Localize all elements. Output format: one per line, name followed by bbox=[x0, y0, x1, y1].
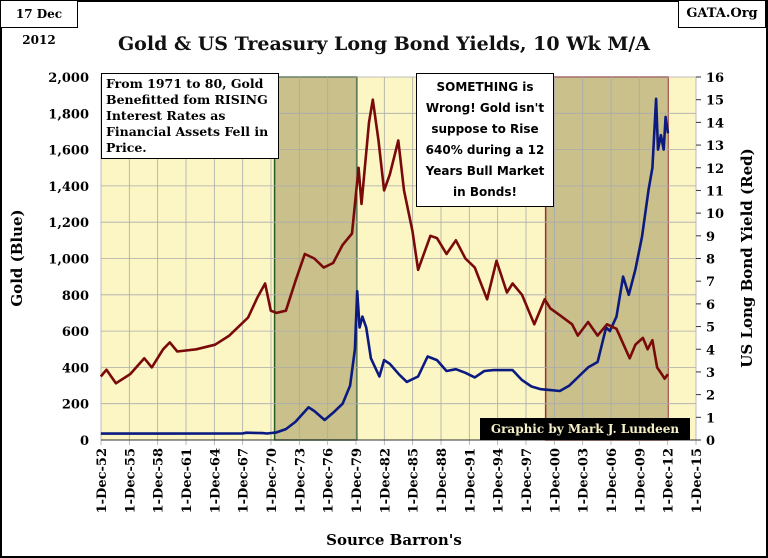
y-tick-label-right: 9 bbox=[706, 230, 715, 245]
y-tick-label-left: 400 bbox=[62, 361, 89, 376]
y-tick-label-right: 4 bbox=[706, 343, 715, 358]
date-label: 17 Dec 2012 bbox=[0, 0, 78, 47]
x-tick-label: 1-Dec-91 bbox=[463, 448, 478, 513]
y-tick-label-left: 1,600 bbox=[48, 144, 89, 159]
y-tick-label-left: 1,000 bbox=[48, 253, 89, 268]
x-tick-label: 1-Dec-15 bbox=[690, 448, 705, 513]
y-tick-label-right: 1 bbox=[706, 411, 715, 426]
y-tick-label-right: 0 bbox=[706, 434, 715, 449]
annotation-left: From 1971 to 80, Gold Benefitted fom RIS… bbox=[101, 73, 279, 159]
credit-label: Graphic by Mark J. Lundeen bbox=[480, 418, 690, 440]
x-tick-label: 1-Dec-79 bbox=[350, 448, 365, 513]
y-axis-label-left: Gold (Blue) bbox=[8, 209, 26, 306]
y-tick-label-right: 16 bbox=[706, 71, 724, 86]
x-tick-label: 1-Dec-88 bbox=[435, 448, 450, 513]
y-tick-label-left: 1,200 bbox=[48, 216, 89, 231]
y-tick-label-right: 11 bbox=[706, 184, 724, 199]
x-tick-label: 1-Dec-67 bbox=[237, 448, 252, 513]
x-tick-label: 1-Dec-73 bbox=[293, 448, 308, 513]
y-tick-label-right: 13 bbox=[706, 139, 724, 154]
y-axis-label-right: US Long Bond Yield (Red) bbox=[738, 148, 756, 367]
x-tick-label: 1-Dec-70 bbox=[265, 448, 280, 513]
x-axis-label: Source Barron's bbox=[326, 531, 462, 549]
x-tick-label: 1-Dec-61 bbox=[180, 448, 195, 513]
gold-price-line bbox=[100, 97, 670, 435]
x-tick-label: 1-Dec-12 bbox=[662, 448, 677, 513]
x-tick-label: 1-Dec-58 bbox=[152, 448, 167, 513]
bond-yield-line bbox=[99, 98, 670, 385]
y-tick-label-right: 3 bbox=[706, 366, 715, 381]
y-tick-label-left: 1,400 bbox=[48, 180, 89, 195]
x-tick-label: 1-Dec-55 bbox=[123, 448, 138, 513]
y-tick-label-right: 5 bbox=[706, 321, 715, 336]
x-tick-label: 1-Dec-06 bbox=[605, 448, 620, 513]
y-tick-label-right: 8 bbox=[706, 253, 715, 268]
x-tick-label: 1-Dec-09 bbox=[633, 448, 648, 513]
y-tick-label-right: 12 bbox=[706, 162, 724, 177]
x-tick-label: 1-Dec-03 bbox=[577, 448, 592, 513]
annotation-right: SOMETHING is Wrong! Gold isn't suppose t… bbox=[416, 73, 554, 207]
y-tick-label-right: 10 bbox=[706, 207, 724, 222]
y-tick-label-left: 1,800 bbox=[48, 107, 89, 122]
y-tick-label-left: 600 bbox=[62, 325, 89, 340]
x-tick-label: 1-Dec-64 bbox=[208, 448, 223, 513]
x-tick-label: 1-Dec-97 bbox=[520, 448, 535, 513]
y-tick-label-left: 0 bbox=[80, 434, 89, 449]
source-label: GATA.Org bbox=[678, 0, 766, 28]
y-tick-label-right: 6 bbox=[706, 298, 715, 313]
y-tick-label-right: 15 bbox=[706, 94, 724, 109]
x-tick-label: 1-Dec-00 bbox=[548, 448, 563, 513]
y-tick-label-right: 14 bbox=[706, 116, 724, 131]
x-tick-label: 1-Dec-52 bbox=[95, 448, 110, 513]
y-tick-label-right: 2 bbox=[706, 389, 715, 404]
x-tick-label: 1-Dec-76 bbox=[322, 448, 337, 513]
y-tick-label-left: 2,000 bbox=[48, 71, 89, 86]
chart-title: Gold & US Treasury Long Bond Yields, 10 … bbox=[118, 33, 650, 55]
y-tick-label-left: 200 bbox=[62, 398, 89, 413]
x-tick-label: 1-Dec-94 bbox=[492, 448, 507, 513]
x-tick-label: 1-Dec-85 bbox=[407, 448, 422, 513]
y-tick-label-left: 800 bbox=[62, 289, 89, 304]
y-tick-label-right: 7 bbox=[706, 275, 715, 290]
x-tick-label: 1-Dec-82 bbox=[378, 448, 393, 513]
